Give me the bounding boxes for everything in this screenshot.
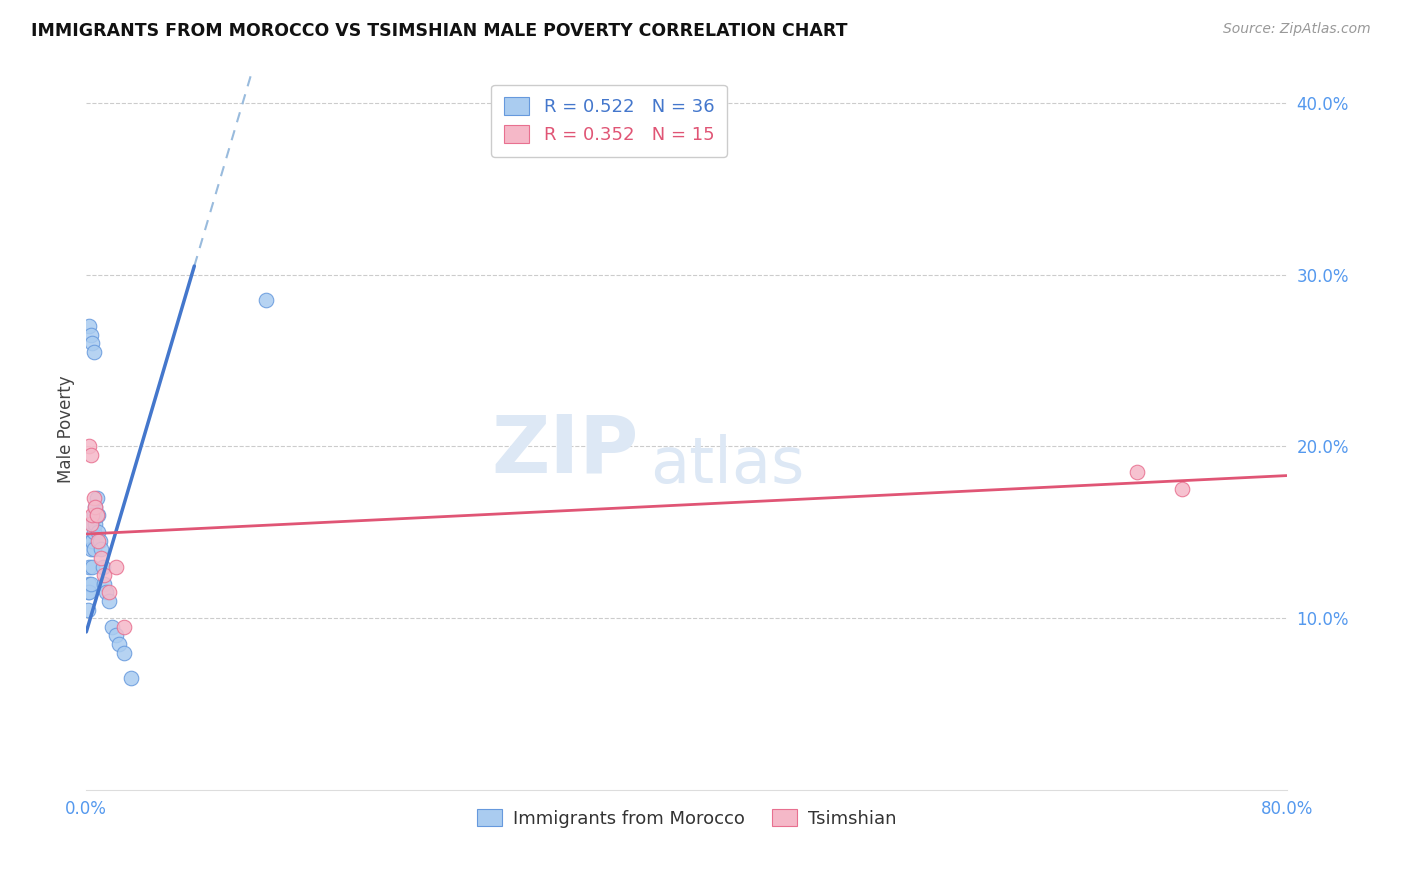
Point [82, 508, 104, 522]
Point [84, 500, 107, 514]
Point [1170, 483, 1192, 497]
Point [97, 594, 120, 608]
Point [79, 585, 101, 599]
Point [76, 602, 98, 616]
Point [80, 448, 103, 462]
Point [82, 559, 104, 574]
Point [82, 336, 104, 351]
Point [80, 516, 103, 531]
Point [87, 533, 110, 548]
Point [83, 491, 105, 505]
Point [84, 500, 107, 514]
Point [80, 533, 103, 548]
Point [105, 559, 128, 574]
Point [79, 559, 101, 574]
Point [82, 516, 104, 531]
Point [87, 525, 110, 540]
Point [83, 525, 105, 540]
Point [86, 508, 108, 522]
Point [84, 516, 107, 531]
Point [90, 551, 112, 566]
Point [93, 568, 115, 582]
Point [91, 559, 114, 574]
Text: ZIP: ZIP [491, 412, 638, 490]
Point [1125, 465, 1147, 479]
Point [80, 542, 103, 557]
Point [79, 319, 101, 334]
Point [82, 533, 104, 548]
Point [86, 508, 108, 522]
Point [76, 585, 98, 599]
Point [83, 345, 105, 359]
Point [105, 628, 128, 642]
Point [93, 576, 115, 591]
Point [112, 646, 135, 660]
Text: atlas: atlas [651, 434, 804, 496]
Legend: Immigrants from Morocco, Tsimshian: Immigrants from Morocco, Tsimshian [470, 802, 904, 835]
Point [108, 637, 131, 651]
Point [89, 533, 111, 548]
Point [79, 576, 101, 591]
Point [90, 542, 112, 557]
Y-axis label: Male Poverty: Male Poverty [58, 376, 75, 483]
Point [97, 585, 120, 599]
Point [80, 327, 103, 342]
Point [101, 620, 124, 634]
Point [79, 439, 101, 453]
Point [83, 542, 105, 557]
Point [94, 585, 117, 599]
Point [80, 576, 103, 591]
Point [86, 491, 108, 505]
Text: Source: ZipAtlas.com: Source: ZipAtlas.com [1223, 22, 1371, 37]
Point [254, 293, 277, 308]
Text: IMMIGRANTS FROM MOROCCO VS TSIMSHIAN MALE POVERTY CORRELATION CHART: IMMIGRANTS FROM MOROCCO VS TSIMSHIAN MAL… [31, 22, 848, 40]
Point [83, 508, 105, 522]
Point [120, 671, 142, 685]
Point [112, 620, 135, 634]
Point [87, 508, 110, 522]
